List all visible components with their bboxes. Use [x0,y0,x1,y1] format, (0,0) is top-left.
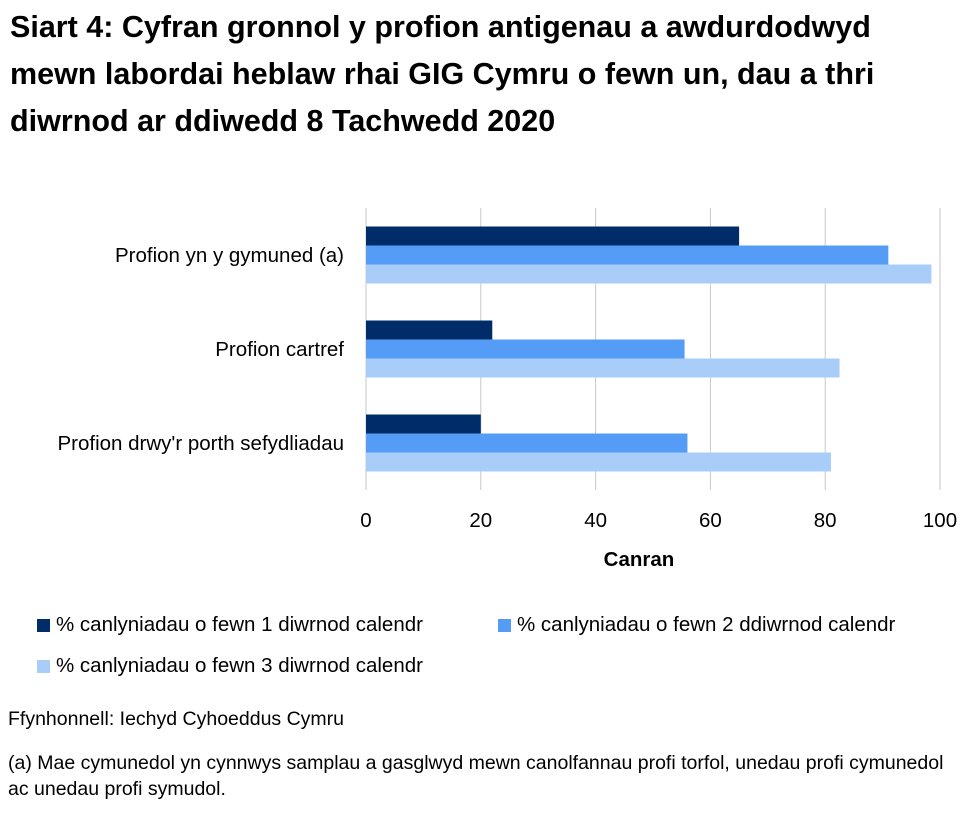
bar [366,226,740,246]
bar [366,358,840,378]
x-tick-label: 20 [469,509,492,532]
x-tick-label: 0 [360,509,371,532]
legend-item-2: % canlyniadau o fewn 2 ddiwrnod calendr [498,613,895,637]
source-note: Ffynhonnell: Iechyd Cyhoeddus Cymru [8,708,345,730]
legend-item-1: % canlyniadau o fewn 1 diwrnod calendr [37,613,423,637]
x-tick-label: 100 [923,509,957,532]
footnote: (a) Mae cymunedol yn cynnwys samplau a g… [8,752,944,800]
x-axis-title: Canran [604,548,675,571]
category-label: Profion yn y gymuned (a) [115,244,344,267]
x-tick-label: 80 [814,509,837,532]
legend-swatch-3 [37,659,50,673]
bar [366,452,831,472]
legend-label-2: % canlyniadau o fewn 2 ddiwrnod calendr [517,613,896,636]
bar [366,264,932,284]
legend-label-1: % canlyniadau o fewn 1 diwrnod calendr [56,613,423,636]
x-tick-label: 60 [699,509,722,532]
bar [366,320,493,340]
x-tick-labels: 0 20 40 60 80 100 [360,509,957,532]
bar [366,433,688,453]
chart-title: Siart 4: Cyfran gronnol y profion antige… [10,10,875,138]
bars [366,226,932,472]
bar [366,245,889,265]
bar [366,414,481,434]
category-label: Profion drwy'r porth sefydliadau [58,432,345,455]
legend-swatch-1 [37,618,50,632]
bar-chart: Profion yn y gymuned (a) Profion cartref P… [58,208,957,571]
legend-item-3: % canlyniadau o fewn 3 diwrnod calendr [37,654,423,678]
legend-swatch-2 [498,618,511,632]
category-labels: Profion yn y gymuned (a) Profion cartref P… [58,244,345,455]
category-label: Profion cartref [215,338,344,361]
legend-label-3: % canlyniadau o fewn 3 diwrnod calendr [56,654,423,677]
bar [366,339,685,359]
x-tick-label: 40 [584,509,607,532]
